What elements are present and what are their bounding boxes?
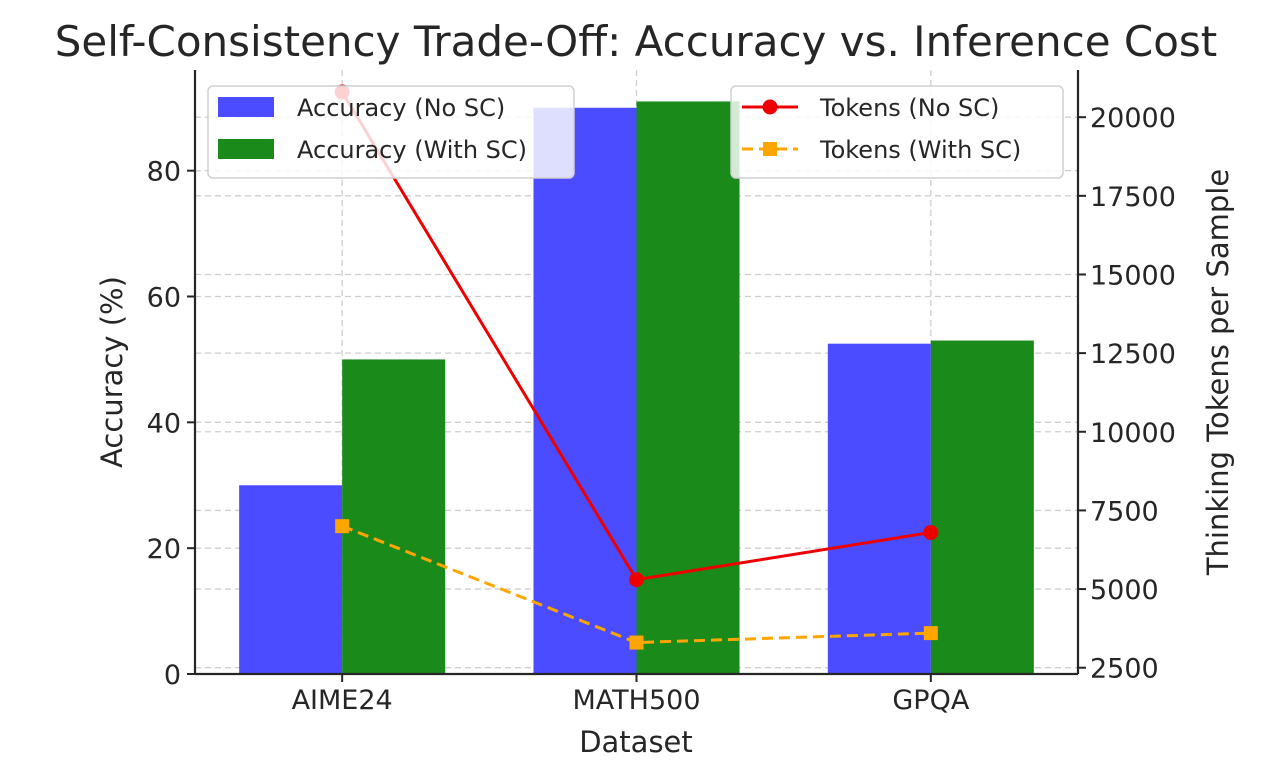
y2-tick-label-2: 7500: [1090, 496, 1159, 527]
legend-bar-label-0: Accuracy (No SC): [297, 94, 505, 122]
y2-tick-label-0: 2500: [1090, 654, 1159, 685]
x-tick-label-gpqa: GPQA: [892, 685, 969, 716]
y2-tick-label-1: 5000: [1090, 575, 1159, 606]
line-point-1-1: [629, 635, 644, 650]
legend-bar-swatch-1: [218, 139, 274, 159]
y-tick-label-1: 20: [147, 534, 181, 565]
legend-line-label-0: Tokens (No SC): [819, 94, 999, 122]
y2-ticks: 2500 5000 7500 10000 12500 15000 17500 20000: [1078, 103, 1176, 685]
y2-tick-label-6: 17500: [1090, 182, 1176, 213]
line-point-1-2: [923, 626, 938, 641]
x-axis-label: Dataset: [579, 725, 693, 759]
x-tick-label-aime24: AIME24: [292, 685, 393, 716]
legend-bars: Accuracy (No SC) Accuracy (With SC): [207, 85, 575, 179]
x-ticks: AIME24 MATH500 GPQA: [292, 674, 970, 716]
y-tick-label-3: 60: [147, 283, 181, 314]
line-point-0-2: [923, 524, 939, 540]
y-tick-label-2: 40: [147, 408, 181, 439]
y-axis-label: Accuracy (%): [95, 276, 129, 468]
legend-bar-swatch-0: [218, 97, 274, 117]
x-tick-label-math500: MATH500: [573, 685, 701, 716]
legend-line-marker-0: [762, 99, 778, 115]
y2-tick-label-4: 12500: [1090, 339, 1176, 370]
legend-bars-frame: [207, 85, 575, 179]
line-point-1-0: [335, 519, 350, 534]
bar-1-math500: [636, 101, 740, 675]
chart-title: Self-Consistency Trade-Off: Accuracy vs.…: [55, 17, 1218, 66]
legend-line-label-1: Tokens (With SC): [819, 136, 1021, 164]
legend-bar-label-1: Accuracy (With SC): [297, 136, 527, 164]
bar-0-gpqa: [827, 343, 931, 674]
bar-1-gpqa: [930, 340, 1034, 674]
legend-lines: Tokens (No SC) Tokens (With SC): [730, 85, 1064, 179]
bar-0-math500: [533, 107, 637, 674]
line-point-0-1: [629, 572, 644, 588]
bars: [239, 101, 1034, 675]
legend-lines-frame: [730, 85, 1064, 179]
y-tick-label-4: 80: [147, 157, 181, 188]
legend-line-marker-1: [763, 142, 777, 156]
y-ticks: 0 20 40 60 80: [147, 157, 195, 691]
y2-tick-label-5: 15000: [1090, 260, 1176, 291]
y2-axis-label: Thinking Tokens per Sample: [1201, 169, 1235, 576]
y-tick-label-0: 0: [164, 660, 181, 691]
y2-tick-label-3: 10000: [1090, 418, 1176, 449]
bar-1-aime24: [342, 359, 446, 674]
y2-tick-label-7: 20000: [1090, 103, 1176, 134]
bar-0-aime24: [239, 485, 343, 674]
